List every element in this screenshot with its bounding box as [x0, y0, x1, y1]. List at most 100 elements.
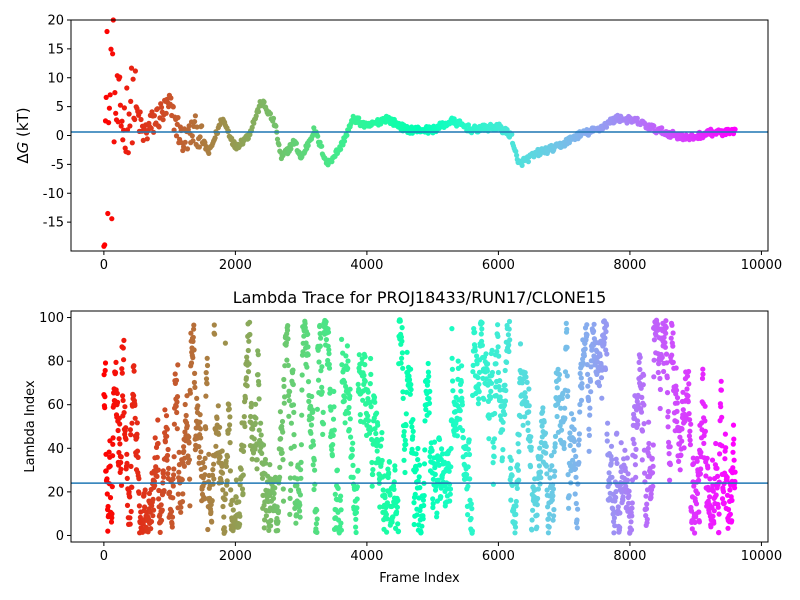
lambda-point [345, 410, 352, 416]
lambda-point [576, 442, 582, 448]
lambda-point [495, 322, 501, 328]
lambda-point [105, 503, 111, 510]
delta-g-point [192, 119, 198, 125]
y-tick-label: 20 [47, 485, 64, 500]
lambda-point [408, 366, 414, 372]
lambda-point [631, 441, 637, 447]
delta-g-point [121, 105, 127, 111]
lambda-point [731, 457, 737, 463]
delta-g-point [659, 125, 665, 131]
lambda-point [500, 427, 506, 433]
lambda-point [529, 517, 535, 523]
delta-g-point [196, 144, 202, 150]
lambda-point [624, 477, 631, 483]
lambda-point [491, 454, 497, 460]
lambda-point [578, 397, 585, 403]
lambda-point [599, 395, 605, 401]
lambda-point [353, 509, 359, 516]
lambda-point [457, 408, 463, 414]
lambda-point [136, 503, 142, 509]
delta-g-point [130, 76, 136, 82]
lambda-point [280, 498, 287, 504]
lambda-point [195, 403, 201, 409]
lambda-point [211, 461, 217, 467]
lambda-point [198, 449, 204, 455]
lambda-point [623, 504, 630, 510]
lambda-point [291, 432, 297, 438]
lambda-point [395, 521, 401, 527]
lambda-point [438, 494, 444, 500]
lambda-point [716, 479, 722, 485]
lambda-point [585, 383, 591, 389]
lambda-point [436, 436, 443, 443]
lambda-point [124, 502, 131, 508]
lambda-point [128, 463, 134, 469]
lambda-point [729, 518, 735, 524]
lambda-point [662, 340, 668, 346]
lambda-point [506, 342, 512, 348]
lambda-point [299, 372, 305, 378]
delta-g-point [148, 125, 154, 131]
lambda-point [413, 451, 419, 457]
lambda-point [362, 378, 368, 384]
lambda-point [337, 497, 343, 503]
lambda-point [472, 329, 478, 335]
delta-g-point [194, 124, 200, 130]
lambda-point [502, 411, 508, 417]
lambda-point [550, 486, 557, 492]
lambda-point [709, 457, 716, 463]
lambda-point [197, 412, 203, 418]
lambda-point [527, 464, 534, 470]
lambda-point [202, 464, 208, 470]
lambda-point [409, 446, 415, 452]
lambda-point [323, 319, 329, 325]
lambda-point [421, 461, 428, 467]
lambda-point [710, 482, 716, 488]
lambda-point [633, 446, 639, 452]
lambda-point [227, 422, 233, 428]
lambda-point [132, 402, 138, 408]
lambda-point [203, 426, 209, 432]
lambda-point [308, 430, 314, 436]
lambda-point [579, 385, 585, 391]
lambda-point [320, 431, 326, 437]
lambda-point [202, 455, 208, 461]
lambda-point [211, 322, 217, 328]
lambda-point [667, 461, 674, 468]
lambda-point [502, 367, 508, 374]
lambda-point [228, 487, 234, 493]
lambda-point [311, 486, 317, 493]
lambda-point [390, 514, 396, 520]
lambda-point [562, 405, 568, 411]
lambda-point [730, 441, 736, 447]
lambda-point [732, 469, 738, 475]
delta-g-point [170, 104, 176, 110]
lambda-point [411, 521, 417, 528]
lambda-point [665, 424, 671, 430]
lambda-point [240, 448, 247, 454]
lambda-point [450, 378, 456, 384]
lambda-point [559, 395, 565, 401]
lambda-point [319, 364, 325, 370]
lambda-point [465, 511, 471, 518]
lambda-point [564, 344, 570, 350]
lambda-point [693, 501, 700, 507]
lambda-point [398, 360, 404, 366]
delta-g-x-ticks: 0 2000 4000 6000 8000 10000 [100, 251, 782, 273]
lambda-point [174, 409, 180, 416]
lambda-point [483, 351, 489, 357]
lambda-point [603, 322, 610, 328]
lambda-point [606, 470, 612, 476]
lambda-point [297, 492, 303, 498]
y-tick-label: 5 [56, 100, 64, 115]
lambda-y-axis-label: Lambda Index [23, 380, 38, 473]
lambda-point [522, 394, 529, 400]
lambda-point [674, 395, 681, 401]
lambda-point [365, 413, 371, 419]
lambda-point [187, 503, 193, 509]
lambda-point [661, 368, 667, 375]
lambda-point [252, 420, 258, 426]
lambda-point [543, 450, 549, 456]
lambda-point [164, 433, 170, 439]
lambda-point [696, 477, 702, 483]
